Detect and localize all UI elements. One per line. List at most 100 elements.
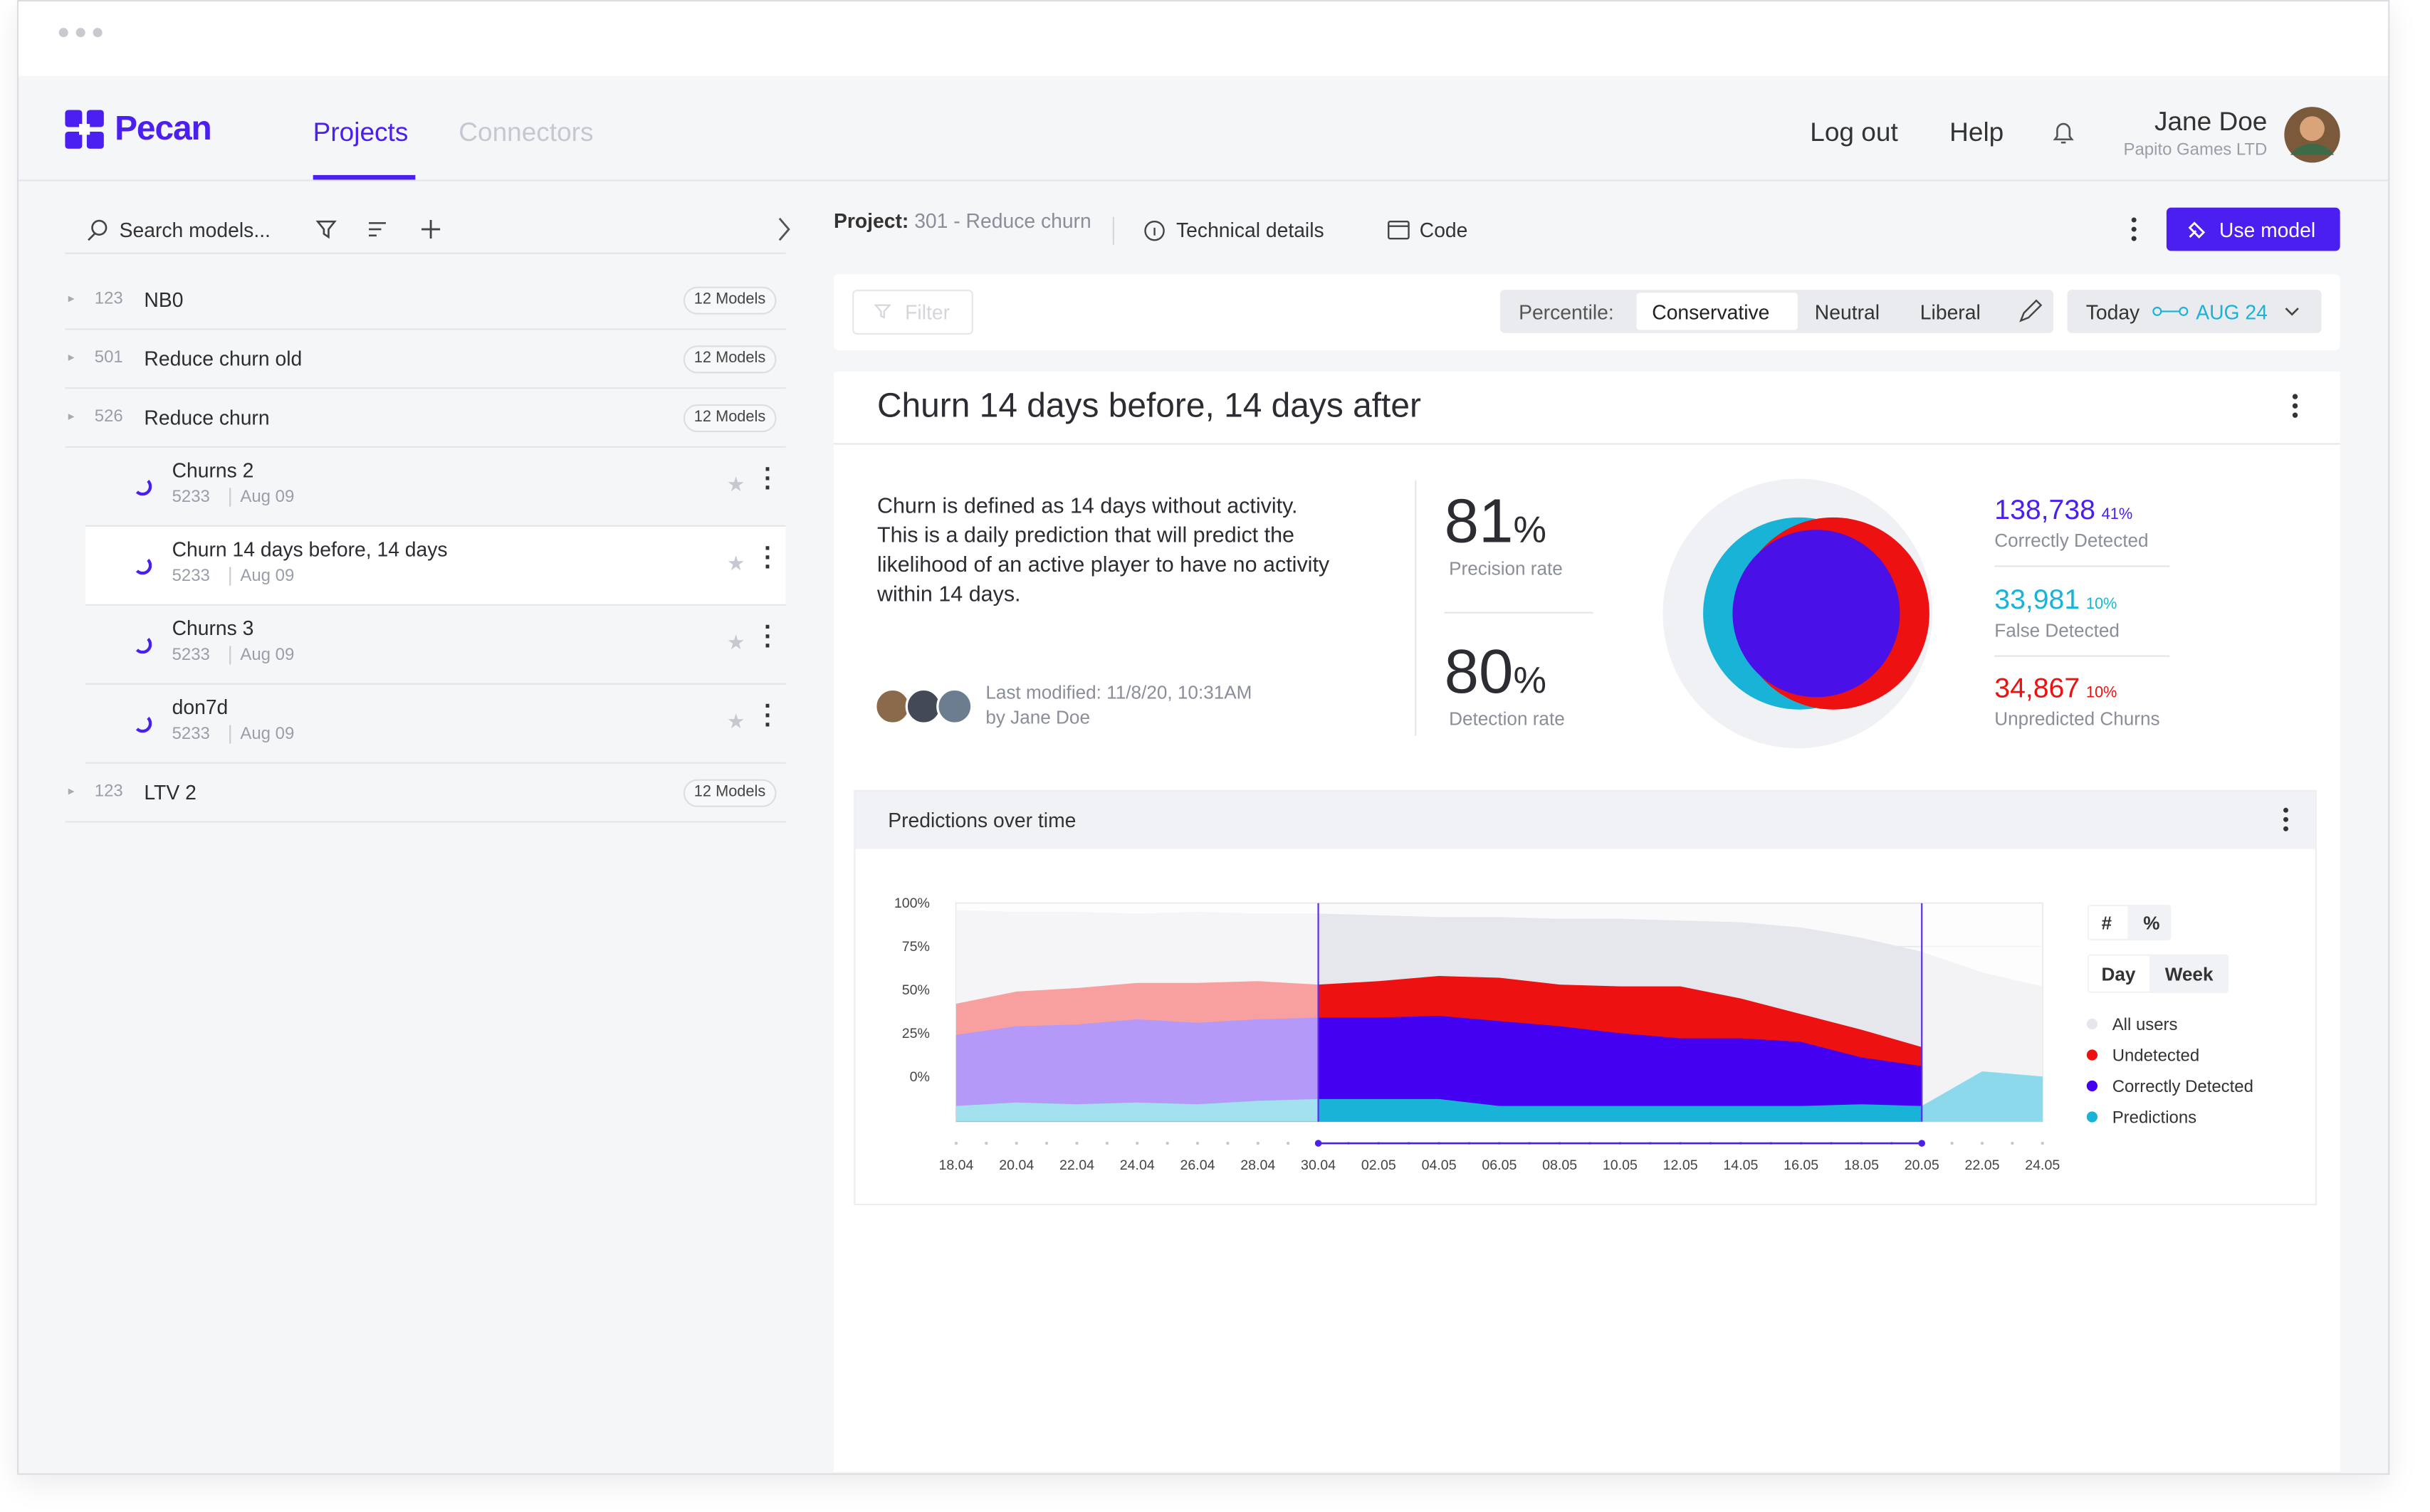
unit-option[interactable]: % [2143,912,2160,935]
modified-by: by Jane Doe [985,706,1090,728]
sort-icon[interactable] [369,222,386,237]
result-value: 138,738 41% [1994,495,2132,523]
project-name[interactable]: Reduce churn old [144,347,303,371]
status-icon [133,714,152,733]
percentile-label: Percentile: [1519,300,1614,324]
project-name[interactable]: NB0 [144,288,184,312]
model-row[interactable]: Churns 2 5233 Aug 09 ★ · · · [85,448,786,527]
x-tick-label: 10.05 [1603,1157,1638,1173]
project-name[interactable]: LTV 2 [144,780,197,804]
use-model-label[interactable]: Use model [2219,218,2316,242]
rate-number: 80 [1444,638,1514,707]
project-id: 501 [94,348,123,367]
x-tick-label: 06.05 [1482,1157,1517,1173]
technical-details[interactable]: Technical details [1176,218,1324,242]
percentile-option[interactable]: Liberal [1920,300,1981,324]
model-name[interactable]: Churns 3 [172,616,254,640]
project-row[interactable]: ▸ 526 Reduce churn 12 Models [65,389,786,448]
chart-kebab[interactable] [2283,807,2288,831]
date-start[interactable]: Today [2085,300,2140,324]
model-row[interactable]: don7d 5233 Aug 09 ★ · · · [85,685,786,764]
range-handle [1918,1140,1926,1147]
x-tick-label: 20.04 [999,1157,1034,1173]
bell-icon[interactable] [2053,122,2074,144]
legend-label: All users [2112,1015,2178,1034]
day-dot [1166,1141,1169,1145]
x-tick-label: 26.04 [1180,1157,1215,1173]
period-option[interactable]: Week [2164,963,2214,986]
project-name[interactable]: 301 - Reduce churn [914,209,1091,233]
toolbar-divider [1112,216,1114,245]
star-icon[interactable]: ★ [726,551,745,575]
logout-link[interactable]: Log out [1810,117,1898,147]
result-value: 33,981 10% [1994,585,2117,613]
star-icon[interactable]: ★ [726,472,745,496]
edit-icon[interactable] [2019,299,2043,322]
date-end[interactable]: AUG 24 [2196,300,2268,324]
id-divider [229,646,231,665]
model-name[interactable]: don7d [172,695,229,719]
model-row[interactable]: Churn 14 days before, 14 days 5233 Aug 09 ★… [85,526,786,606]
user-name[interactable]: Jane Doe [2154,107,2268,137]
filter-label[interactable]: Filter [905,300,950,324]
project-row[interactable]: ▸ 123 LTV 2 12 Models [65,764,786,823]
date-range[interactable] [2067,289,2322,333]
model-row[interactable]: Churns 3 5233 Aug 09 ★ · · · [85,606,786,685]
rate-value: 80% [1445,641,1546,703]
filter-button[interactable] [852,289,973,335]
day-dot [954,1141,958,1145]
project-row[interactable]: ▸ 123 NB0 12 Models [65,271,786,330]
status-icon [133,556,152,575]
code-icon [1388,220,1410,240]
day-dot [2041,1141,2044,1145]
project-row[interactable]: ▸ 501 Reduce churn old 12 Models [65,330,786,389]
kebab[interactable]: · · · [764,693,773,740]
percentile-option[interactable]: Neutral [1814,300,1880,324]
search-input[interactable]: Search models... [119,218,271,242]
star-icon[interactable]: ★ [726,709,745,733]
filter-icon[interactable] [315,220,337,239]
collapse-icon[interactable] [778,217,790,241]
rate-value: 81% [1445,491,1546,553]
percentile-option[interactable]: Conservative [1652,300,1770,324]
day-dot [1195,1141,1200,1145]
model-name[interactable]: Churn 14 days before, 14 days [172,537,448,561]
tab-projects[interactable]: Projects [313,117,409,147]
avatar[interactable] [2284,107,2340,163]
x-tick-label: 20.05 [1905,1157,1939,1173]
day-dot [1105,1141,1109,1145]
project-id: 123 [94,782,123,802]
project-name[interactable]: Reduce churn [144,406,270,429]
expand-arrow: ▸ [68,350,75,364]
y-tick-label: 0% [910,1069,930,1085]
help-link[interactable]: Help [1949,117,2004,147]
star-icon[interactable]: ★ [726,630,745,654]
kebab[interactable]: · · · [764,535,773,582]
brand[interactable]: Pecan [115,108,212,147]
info-icon [1144,220,1165,241]
day-dot [1015,1141,1018,1145]
kebab[interactable]: · · · [764,456,773,503]
day-dot [2011,1141,2014,1145]
tab-connectors[interactable]: Connectors [459,117,594,147]
date-chevron[interactable] [2285,308,2299,316]
result-number: 34,867 [1994,672,2080,703]
add-icon[interactable] [421,220,441,239]
toolbar-kebab[interactable] [2131,217,2137,241]
project-tree: ▸ 123 NB0 12 Models ▸ 501 Reduce churn old 12 M… [65,271,786,823]
rates-divider [1444,611,1593,614]
x-tick-label: 08.05 [1542,1157,1577,1173]
model-name[interactable]: Churns 2 [172,458,254,482]
model-id: 5233 [172,725,210,744]
use-model-button[interactable] [2166,207,2340,251]
period-option[interactable]: Day [2101,963,2136,986]
kebab[interactable]: · · · [764,614,773,661]
expand-arrow: ▸ [68,291,75,305]
card-kebab[interactable] [2292,394,2298,418]
model-id: 5233 [172,567,210,586]
model-count: 12 Models [683,404,777,433]
unit-option[interactable]: # [2101,912,2112,935]
rate-unit: % [1513,660,1546,702]
code-link[interactable]: Code [1419,218,1468,242]
